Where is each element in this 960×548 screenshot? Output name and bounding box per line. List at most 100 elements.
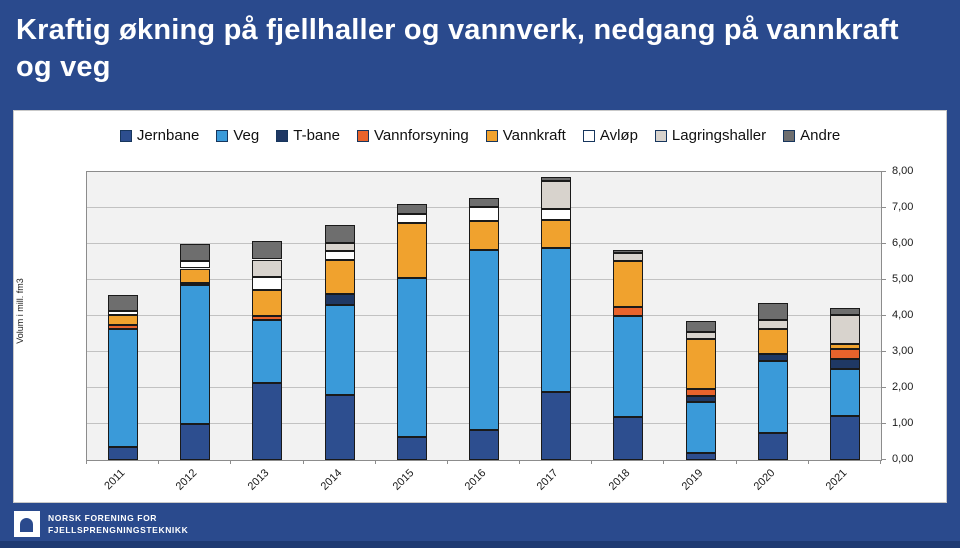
bar-segment-2017-lagringshaller: [541, 180, 572, 209]
bar-segment-2012-jernbane: [180, 424, 211, 460]
x-tick-label-2012: 2012: [173, 467, 200, 493]
x-tick-mark: [880, 460, 881, 464]
bar-segment-2021-vannforsyning: [829, 349, 860, 360]
bar-segment-2013-veg: [252, 319, 283, 383]
x-tick-label-2014: 2014: [318, 467, 345, 493]
x-tick-label-2013: 2013: [246, 467, 272, 493]
bar-segment-2013-andre: [252, 241, 283, 260]
page-title: Kraftig økning på fjellhaller og vannver…: [16, 14, 899, 84]
bar-segment-2011-vannforsyning: [108, 325, 139, 329]
y-tick-label: 6,00: [892, 237, 914, 249]
bar-segment-2012-vannforsyning: [180, 282, 211, 286]
x-tick-mark: [374, 460, 376, 464]
x-tick-label-2018: 2018: [607, 467, 633, 493]
bar-segment-2018-jernbane: [613, 417, 644, 460]
bar-segment-2018-veg: [613, 316, 644, 418]
bar-segment-2012-avløp: [180, 260, 211, 269]
x-tick-label-2021: 2021: [823, 467, 850, 493]
bar-segment-2018-vannforsyning: [613, 307, 644, 317]
legend-swatch-icon: [582, 129, 595, 142]
legend-label: Jernbane: [136, 127, 200, 144]
bar-segment-2015-jernbane: [396, 437, 427, 460]
x-tick-mark: [807, 460, 809, 464]
legend-swatch-icon: [356, 129, 369, 142]
y-tick-mark: [881, 243, 886, 244]
x-tick-mark: [86, 460, 87, 464]
bar-segment-2014-lagringshaller: [324, 243, 355, 252]
bar-segment-2018-lagringshaller: [613, 253, 644, 261]
bar-segment-2014-t-bane: [324, 294, 355, 306]
bar-segment-2021-veg: [829, 368, 860, 417]
org-name: NORSK FORENING FOR FJELLSPRENGNINGSTEKNI…: [48, 512, 188, 537]
x-tick-label-2015: 2015: [390, 467, 417, 493]
bar-segment-2014-veg: [324, 305, 355, 396]
bar-segment-2015-vannkraft: [396, 223, 427, 279]
bar-segment-2014-avløp: [324, 251, 355, 261]
x-tick-label-2011: 2011: [102, 467, 128, 493]
legend-item-vannkraft: Vannkraft: [485, 127, 566, 144]
y-tick-mark: [881, 207, 886, 208]
bottom-strip: [0, 541, 960, 548]
x-tick-mark: [663, 460, 665, 464]
bar-segment-2016-andre: [469, 198, 499, 208]
legend-swatch-icon: [216, 129, 229, 142]
bar-segment-2013-vannforsyning: [252, 316, 283, 320]
bar-segment-2012-andre: [180, 243, 211, 261]
bar-segment-2019-vannforsyning: [685, 389, 716, 396]
legend-swatch-icon: [119, 129, 132, 142]
legend-label: T-bane: [293, 127, 340, 144]
bar-segment-2019-veg: [685, 401, 716, 454]
y-tick-mark: [881, 279, 886, 280]
y-axis-title: Volum i mill. fm3: [14, 278, 25, 344]
org-name-line2: FJELLSPRENGNINGSTEKNIKK: [48, 525, 189, 535]
bar-segment-2020-vannkraft: [757, 328, 788, 354]
bar-segment-2016-veg: [469, 250, 499, 431]
legend-swatch-icon: [485, 129, 498, 142]
tunnel-logo-icon: [14, 511, 40, 537]
y-tick-label: 3,00: [892, 345, 914, 357]
tunnel-arch-shape: [20, 518, 33, 532]
y-tick-mark: [881, 351, 886, 352]
legend-item-andre: Andre: [783, 127, 840, 144]
bar-segment-2019-lagringshaller: [685, 331, 716, 339]
bar-segment-2021-lagringshaller: [829, 315, 860, 344]
y-tick-mark: [881, 459, 886, 460]
bar-segment-2017-vannkraft: [541, 219, 572, 249]
legend-swatch-icon: [276, 129, 289, 142]
bar-segment-2013-vannkraft: [252, 289, 283, 316]
y-tick-mark: [881, 387, 886, 388]
bar-segment-2011-jernbane: [108, 447, 139, 460]
bar-segment-2017-andre: [541, 176, 572, 181]
bar-segment-2018-vannkraft: [613, 260, 644, 307]
bar-segment-2011-veg: [108, 328, 139, 448]
legend-item-avløp: Avløp: [582, 127, 638, 144]
y-tick-label: 2,00: [892, 381, 914, 393]
legend-label: Vannkraft: [502, 127, 566, 144]
legend-item-veg: Veg: [216, 127, 259, 144]
x-tick-mark: [519, 460, 521, 464]
bar-segment-2017-jernbane: [541, 392, 572, 460]
y-tick-mark: [881, 315, 886, 316]
org-logo: NORSK FORENING FOR FJELLSPRENGNINGSTEKNI…: [14, 511, 188, 537]
legend-label: Veg: [233, 127, 260, 144]
plot-area: [86, 171, 882, 461]
legend-label: Lagringshaller: [671, 127, 767, 144]
x-tick-mark: [230, 460, 232, 464]
bar-segment-2020-veg: [757, 360, 788, 433]
x-tick-mark: [591, 460, 593, 464]
bar-segment-2021-t-bane: [829, 359, 860, 369]
bar-segment-2021-jernbane: [829, 416, 860, 460]
x-tick-label-2017: 2017: [534, 467, 561, 493]
legend-swatch-icon: [783, 129, 796, 142]
x-tick-mark: [735, 460, 737, 464]
y-tick-mark: [881, 171, 886, 172]
bar-segment-2012-veg: [180, 285, 211, 424]
chart-panel: Jernbane Veg T-bane Vannforsyning Vannkraft A…: [13, 110, 947, 503]
bar-segment-2011-andre: [108, 295, 139, 312]
legend-item-jernbane: Jernbane: [119, 127, 200, 144]
bar-segment-2019-andre: [685, 320, 716, 332]
x-tick-label-2019: 2019: [679, 467, 706, 493]
bar-segment-2011-avløp: [108, 311, 139, 315]
bar-segment-2020-andre: [757, 303, 788, 321]
legend-item-lagringshaller: Lagringshaller: [654, 127, 767, 144]
